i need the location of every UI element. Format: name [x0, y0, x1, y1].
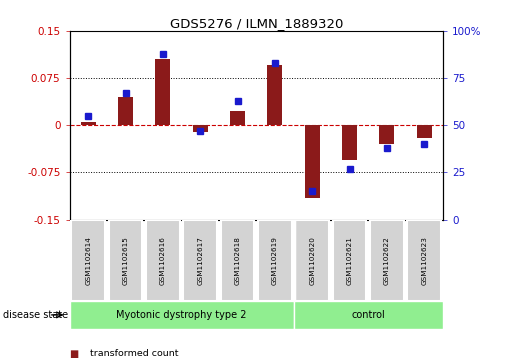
Bar [156, 59, 170, 125]
Title: GDS5276 / ILMN_1889320: GDS5276 / ILMN_1889320 [169, 17, 343, 30]
Bar [81, 122, 96, 125]
Bar [109, 220, 142, 301]
Bar [183, 220, 217, 301]
Text: Myotonic dystrophy type 2: Myotonic dystrophy type 2 [116, 310, 247, 320]
Bar [333, 220, 366, 301]
Bar [221, 220, 254, 301]
Bar [305, 125, 320, 197]
Bar [258, 220, 291, 301]
Bar [417, 125, 432, 138]
Bar [407, 220, 441, 301]
Text: GSM1102614: GSM1102614 [85, 236, 91, 285]
Text: GSM1102619: GSM1102619 [272, 236, 278, 285]
Text: GSM1102620: GSM1102620 [309, 236, 315, 285]
Text: GSM1102617: GSM1102617 [197, 236, 203, 285]
Text: disease state: disease state [3, 310, 67, 320]
Bar [70, 301, 294, 329]
Text: GSM1102622: GSM1102622 [384, 236, 390, 285]
Bar [294, 301, 443, 329]
Text: GSM1102623: GSM1102623 [421, 236, 427, 285]
Bar [342, 125, 357, 160]
Bar [118, 97, 133, 125]
Bar [72, 220, 105, 301]
Text: GSM1102616: GSM1102616 [160, 236, 166, 285]
Text: GSM1102621: GSM1102621 [347, 236, 353, 285]
Bar [380, 125, 394, 144]
Text: transformed count: transformed count [90, 350, 179, 358]
Bar [230, 111, 245, 125]
Text: control: control [351, 310, 385, 320]
Bar [193, 125, 208, 131]
Bar [146, 220, 180, 301]
Bar [296, 220, 329, 301]
Bar [267, 65, 282, 125]
Text: GSM1102618: GSM1102618 [234, 236, 241, 285]
Text: ■: ■ [70, 349, 79, 359]
Text: GSM1102615: GSM1102615 [123, 236, 129, 285]
Bar [370, 220, 404, 301]
